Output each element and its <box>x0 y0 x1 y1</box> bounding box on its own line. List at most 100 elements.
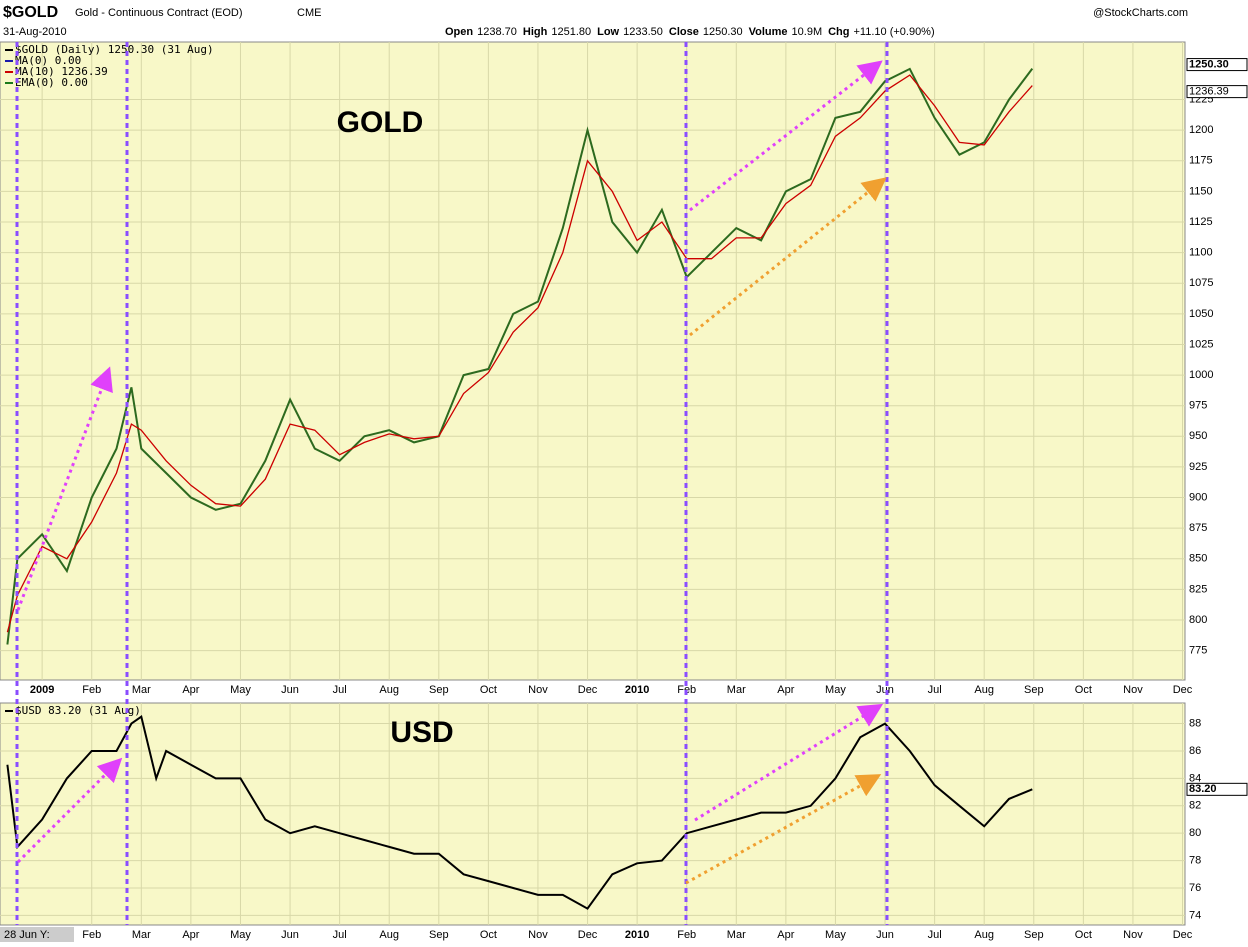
y-tick-label: 825 <box>1189 583 1207 595</box>
y-tick-label: 1075 <box>1189 277 1213 289</box>
x-tick-label: Oct <box>1075 684 1092 696</box>
y-tick-label: 775 <box>1189 645 1207 657</box>
x-tick-label: Sep <box>1024 929 1044 941</box>
y-tick-label: 84 <box>1189 772 1201 784</box>
last-value-label: 83.20 <box>1189 783 1217 795</box>
arrow <box>689 60 883 212</box>
stat-value: 10.9M <box>792 26 823 38</box>
y-tick-label: 74 <box>1189 909 1201 921</box>
description: Gold - Continuous Contract (EOD) <box>75 7 243 19</box>
arrow <box>16 366 113 611</box>
cursor-label: 28 Jun Y: <box>4 929 50 941</box>
arrow <box>16 757 123 864</box>
stat-label: Close <box>669 26 699 38</box>
x-tick-label: Apr <box>182 929 199 941</box>
date: 31-Aug-2010 <box>3 26 67 38</box>
last-value-box <box>1186 58 1248 72</box>
x-tick-label: Aug <box>379 929 399 941</box>
stat-value: 1250.30 <box>703 26 743 38</box>
x-tick-label: 2010 <box>625 684 649 696</box>
gold-label: GOLD <box>337 106 424 139</box>
x-tick-label: May <box>825 684 846 696</box>
x-tick-label: Sep <box>429 929 449 941</box>
y-tick-label: 1200 <box>1189 124 1213 136</box>
y-tick-label: 975 <box>1189 400 1207 412</box>
x-tick-label: Jun <box>281 684 299 696</box>
x-tick-label: May <box>230 929 251 941</box>
y-tick-label: 1175 <box>1189 155 1213 167</box>
stats: Open 1238.70 High 1251.80 Low 1233.50 Close 125… <box>445 26 935 38</box>
usd-label: USD <box>390 716 453 749</box>
x-tick-label: Sep <box>1024 684 1044 696</box>
y-tick-label: 875 <box>1189 522 1207 534</box>
stat-value: 1251.80 <box>551 26 591 38</box>
x-tick-label: 2009 <box>30 684 54 696</box>
x-tick-label: Jun <box>281 929 299 941</box>
x-tick-label: Feb <box>82 684 101 696</box>
last-value-label: 1250.30 <box>1189 58 1229 70</box>
stat-label: Chg <box>828 26 849 38</box>
arrow <box>689 177 887 337</box>
legend-entry: $USD 83.20 (31 Aug) <box>15 704 141 717</box>
y-tick-label: 1000 <box>1189 369 1213 381</box>
y-tick-label: 86 <box>1189 745 1201 757</box>
usd-panel <box>0 702 1186 926</box>
date-box <box>0 927 74 942</box>
x-tick-label: Aug <box>379 684 399 696</box>
y-tick-label: 1100 <box>1189 247 1213 259</box>
x-tick-label: Apr <box>777 684 794 696</box>
x-tick-label: Aug <box>974 929 994 941</box>
stat-value: 1238.70 <box>477 26 517 38</box>
plots: 775 800 825 850 875 900 925 950 975 1000 1025 1050 1… <box>0 42 1248 941</box>
y-tick-label: 925 <box>1189 461 1207 473</box>
x-tick-label: Dec <box>1173 929 1193 941</box>
exchange: CME <box>297 7 321 19</box>
y-tick-label: 1050 <box>1189 308 1213 320</box>
y-tick-label: 82 <box>1189 800 1201 812</box>
x-tick-label: Nov <box>1123 684 1143 696</box>
y-tick-label: 800 <box>1189 614 1207 626</box>
x-tick-label: Apr <box>182 684 199 696</box>
x-tick-label: Oct <box>480 684 497 696</box>
gold-panel <box>0 41 1186 681</box>
x-tick-label: Jul <box>928 684 942 696</box>
stat-value: 1233.50 <box>623 26 663 38</box>
x-tick-label: Oct <box>480 929 497 941</box>
x-tick-label: Jun <box>876 684 894 696</box>
x-tick-label: Dec <box>1173 684 1193 696</box>
x-tick-label: Jun <box>876 929 894 941</box>
last-value-box <box>1186 85 1248 99</box>
x-tick-label: Dec <box>578 684 598 696</box>
stat-value: +11.10 (+0.90%) <box>854 26 935 38</box>
x-tick-label: Mar <box>132 684 151 696</box>
x-tick-label: Nov <box>1123 929 1143 941</box>
x-tick-label: Nov <box>528 929 548 941</box>
series-line <box>6 715 1033 910</box>
x-tick-label: Sep <box>429 684 449 696</box>
x-tick-label: Jul <box>928 929 942 941</box>
x-tick-label: May <box>230 684 251 696</box>
source: @StockCharts.com <box>1093 7 1188 19</box>
legend-entry: MA(10) 1236.39 <box>15 65 108 78</box>
last-value-label: 1236.39 <box>1189 86 1229 98</box>
stat-label: Open <box>445 26 473 38</box>
y-tick-label: 900 <box>1189 491 1207 503</box>
x-tick-label: Mar <box>727 929 746 941</box>
x-tick-label: Feb <box>677 929 696 941</box>
x-tick-label: May <box>825 929 846 941</box>
arrow <box>685 774 882 885</box>
x-tick-label: 2010 <box>625 929 649 941</box>
x-tick-label: Jul <box>333 929 347 941</box>
stat-label: High <box>523 26 548 38</box>
x-tick-label: Mar <box>727 684 746 696</box>
legend-entry: EMA(0) 0.00 <box>15 76 88 89</box>
y-tick-label: 1150 <box>1189 185 1213 197</box>
arrow <box>694 703 884 822</box>
annotations <box>15 42 889 925</box>
x-tick-label: Nov <box>528 684 548 696</box>
y-tick-label: 78 <box>1189 854 1201 866</box>
x-tick-label: Feb <box>677 684 696 696</box>
legend-entry: $GOLD (Daily) 1250.30 (31 Aug) <box>15 43 214 56</box>
